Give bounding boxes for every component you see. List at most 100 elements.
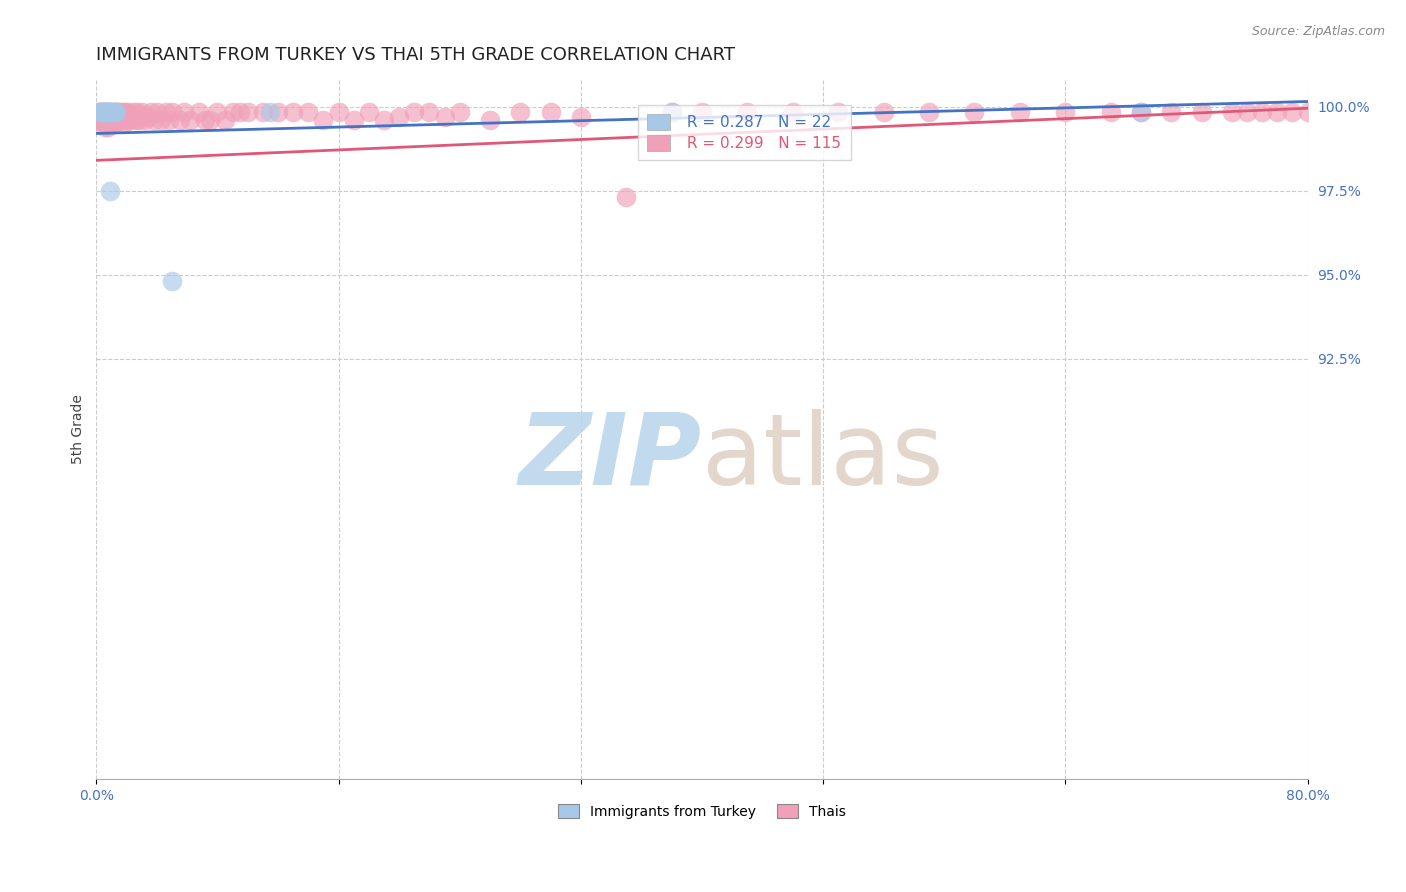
Point — [827, 104, 849, 119]
Point — [872, 104, 894, 119]
Point — [103, 104, 125, 119]
Point — [1388, 291, 1406, 305]
Point — [112, 116, 135, 130]
Point — [963, 104, 986, 119]
Point — [179, 113, 201, 128]
Point — [388, 110, 411, 124]
Point — [214, 113, 236, 128]
Point — [1296, 104, 1319, 119]
Point — [918, 104, 941, 119]
Point — [661, 104, 683, 119]
Point — [569, 110, 592, 124]
Point — [103, 113, 125, 128]
Point — [169, 113, 191, 128]
Text: atlas: atlas — [702, 409, 943, 506]
Point — [90, 104, 112, 119]
Point — [111, 113, 134, 128]
Point — [108, 113, 131, 128]
Point — [343, 113, 366, 128]
Point — [98, 113, 121, 128]
Point — [188, 104, 211, 119]
Point — [93, 116, 115, 130]
Point — [207, 104, 229, 119]
Point — [108, 104, 131, 119]
Point — [94, 104, 117, 119]
Point — [96, 104, 118, 119]
Point — [1160, 104, 1182, 119]
Point — [433, 110, 456, 124]
Point — [91, 104, 114, 119]
Point — [373, 113, 395, 128]
Point — [96, 104, 118, 119]
Point — [93, 104, 115, 119]
Point — [97, 120, 120, 134]
Point — [1251, 104, 1274, 119]
Point — [690, 104, 713, 119]
Point — [1341, 104, 1364, 119]
Point — [142, 113, 165, 128]
Point — [173, 104, 195, 119]
Point — [105, 104, 128, 119]
Point — [128, 113, 150, 128]
Point — [221, 104, 243, 119]
Point — [136, 110, 159, 124]
Point — [661, 104, 683, 119]
Point — [134, 113, 156, 128]
Point — [96, 104, 118, 119]
Point — [101, 104, 124, 119]
Point — [117, 104, 139, 119]
Point — [105, 114, 128, 128]
Point — [97, 104, 120, 119]
Point — [94, 104, 117, 119]
Point — [89, 104, 111, 119]
Point — [297, 104, 319, 119]
Point — [98, 104, 121, 119]
Point — [404, 104, 426, 119]
Point — [1130, 104, 1153, 119]
Point — [100, 113, 122, 128]
Y-axis label: 5th Grade: 5th Grade — [72, 394, 86, 464]
Point — [229, 104, 252, 119]
Point — [150, 113, 173, 128]
Point — [91, 104, 114, 119]
Point — [90, 113, 112, 128]
Point — [1312, 104, 1334, 119]
Point — [97, 104, 120, 119]
Point — [93, 104, 115, 119]
Point — [105, 104, 128, 119]
Point — [1327, 104, 1350, 119]
Text: Source: ZipAtlas.com: Source: ZipAtlas.com — [1251, 25, 1385, 38]
Point — [194, 113, 217, 128]
Point — [236, 104, 259, 119]
Point — [540, 104, 562, 119]
Point — [198, 113, 221, 128]
Legend: Immigrants from Turkey, Thais: Immigrants from Turkey, Thais — [553, 798, 851, 824]
Point — [782, 104, 804, 119]
Point — [110, 104, 132, 119]
Point — [89, 104, 111, 119]
Point — [139, 104, 162, 119]
Point — [98, 104, 121, 119]
Point — [87, 104, 110, 119]
Point — [101, 113, 124, 128]
Point — [101, 104, 124, 119]
Point — [107, 104, 129, 119]
Point — [1327, 104, 1350, 119]
Point — [94, 120, 117, 134]
Point — [357, 104, 380, 119]
Text: IMMIGRANTS FROM TURKEY VS THAI 5TH GRADE CORRELATION CHART: IMMIGRANTS FROM TURKEY VS THAI 5TH GRADE… — [97, 46, 735, 64]
Point — [100, 104, 122, 119]
Point — [94, 113, 117, 128]
Point — [1372, 104, 1395, 119]
Point — [1008, 104, 1031, 119]
Point — [1402, 274, 1406, 288]
Point — [449, 104, 471, 119]
Point — [283, 104, 305, 119]
Point — [157, 113, 180, 128]
Point — [131, 104, 153, 119]
Point — [127, 104, 149, 119]
Point — [93, 104, 115, 119]
Point — [107, 113, 129, 128]
Point — [96, 113, 118, 128]
Point — [1099, 104, 1122, 119]
